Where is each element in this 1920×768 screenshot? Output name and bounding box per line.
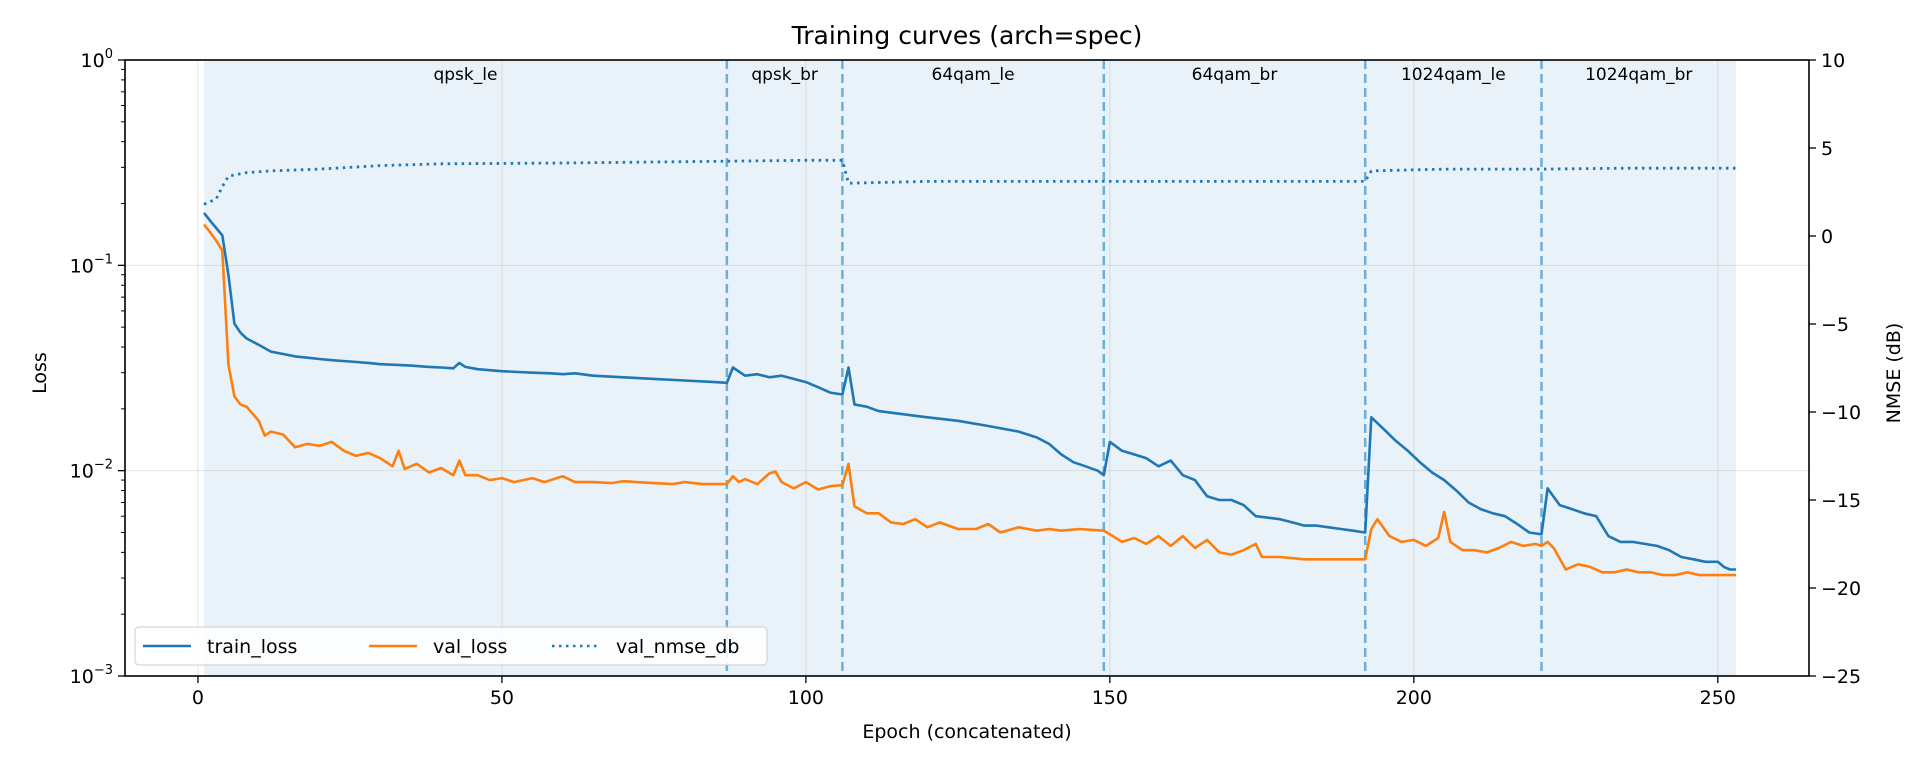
stage-boundaries xyxy=(725,60,1543,676)
y2-tick-label: −10 xyxy=(1821,402,1861,424)
x-tick-label: 0 xyxy=(192,687,204,709)
legend-box xyxy=(134,626,768,666)
y2-axis-label: NMSE (dB) xyxy=(1883,323,1905,424)
legend-label-train_loss: train_loss xyxy=(207,636,297,658)
y2-tick-label: −25 xyxy=(1821,666,1861,688)
y-tick-label: 100 xyxy=(81,47,113,72)
y-tick-label: 10−2 xyxy=(70,458,113,483)
y-axis-ticks: 100 10−1 10−2 10−3 xyxy=(70,47,125,688)
y2-tick-label: −20 xyxy=(1821,578,1861,600)
x-tick-label: 200 xyxy=(1396,687,1432,709)
y-tick-label: 10−3 xyxy=(70,663,113,688)
stage-region-64qam_br xyxy=(1103,60,1366,676)
axes-frame xyxy=(124,59,1810,677)
x-tick-label: 150 xyxy=(1092,687,1128,709)
y-tick-label: 10−1 xyxy=(70,252,113,277)
stage-label: 1024qam_le xyxy=(1401,65,1506,85)
x-tick-label: 250 xyxy=(1700,687,1736,709)
stage-region-1024qam_le xyxy=(1365,60,1542,676)
stage-label: 64qam_le xyxy=(932,65,1015,85)
data-series xyxy=(202,158,1736,577)
x-tick-label: 50 xyxy=(490,687,514,709)
stage-label: qpsk_br xyxy=(751,65,818,85)
x-axis-label: Epoch (concatenated) xyxy=(862,721,1071,743)
axes xyxy=(124,59,1810,677)
stage-label: 1024qam_br xyxy=(1585,65,1692,85)
chart-title: Training curves (arch=spec) xyxy=(791,21,1143,50)
y2-tick-label: −5 xyxy=(1821,314,1849,336)
series-line-val_nmse_db xyxy=(203,158,1736,206)
stage-label: qpsk_le xyxy=(433,65,497,85)
stage-labels: qpsk_le qpsk_br 64qam_le 64qam_br 1024qam_le… xyxy=(433,65,1692,85)
y-axis-label: Loss xyxy=(29,352,51,394)
stage-region-1024qam_br xyxy=(1541,60,1737,676)
legend-label-val_nmse_db: val_nmse_db xyxy=(616,636,739,658)
legend: train_loss val_loss val_nmse_db xyxy=(134,626,768,666)
y2-tick-label: −15 xyxy=(1821,490,1861,512)
stage-label: 64qam_br xyxy=(1192,65,1278,85)
stage-region-64qam_le xyxy=(842,60,1104,676)
y2-tick-label: 5 xyxy=(1821,138,1833,160)
x-tick-label: 100 xyxy=(788,687,824,709)
y2-tick-label: 0 xyxy=(1821,226,1833,248)
x-axis-ticks: 0 50 100 150 200 250 xyxy=(192,676,1736,709)
y2-tick-label: 10 xyxy=(1821,50,1845,72)
legend-label-val_loss: val_loss xyxy=(433,636,507,658)
series-line-train_loss xyxy=(202,212,1736,571)
y2-axis-ticks: 10 5 0 −5 −10 −15 −20 −25 xyxy=(1809,50,1861,688)
stage-region-qpsk_br xyxy=(726,60,843,676)
series-line-val_loss xyxy=(202,223,1736,577)
